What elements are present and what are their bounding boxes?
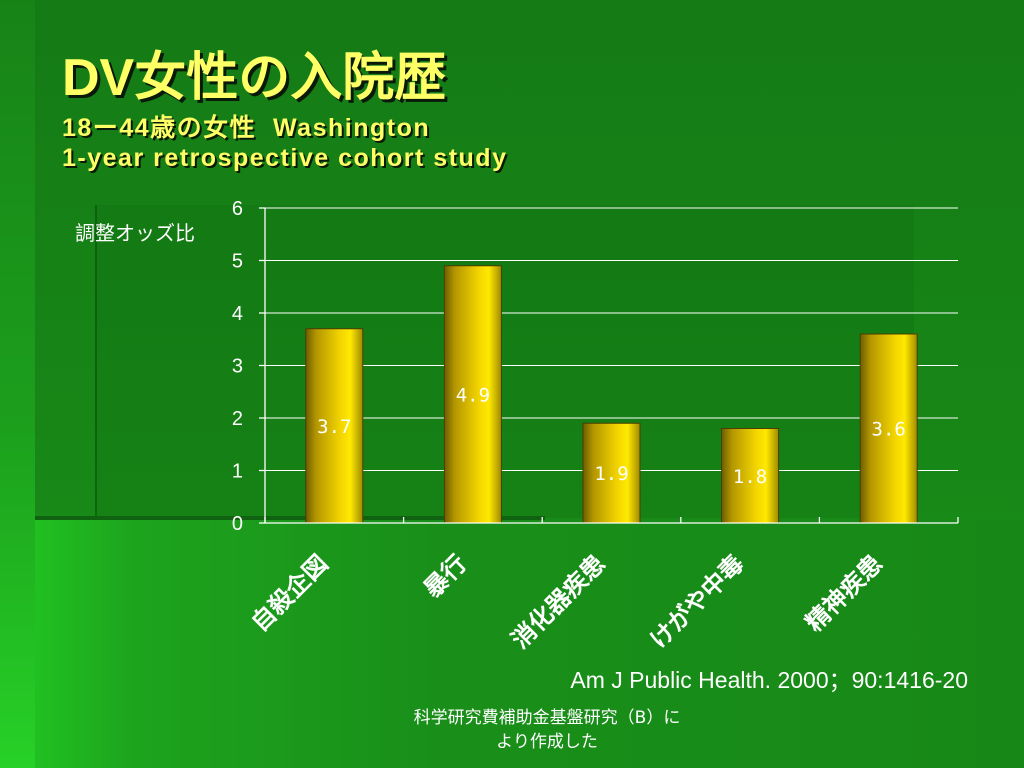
bar-5 — [859, 333, 918, 524]
bar-1 — [305, 328, 364, 524]
y-tick-label: 6 — [232, 198, 243, 220]
subtitle-line-2: 1-year retrospective cohort study — [62, 144, 508, 172]
data-label: 4.9 — [456, 384, 490, 406]
chart-labels: 0 1 2 3 4 5 6 3.7 自殺企図 4.9 暴行 1.9 消化器疾患 1.8 けがや中毒 3.6 精神… — [232, 198, 906, 654]
bars — [305, 265, 918, 524]
x-category-label: 精神疾患 — [800, 549, 888, 637]
slide-title: DV女性の入院歴 — [62, 49, 447, 107]
background-rule — [35, 516, 545, 520]
y-tick-label: 1 — [232, 461, 243, 483]
data-label: 3.6 — [872, 419, 906, 441]
data-label: 1.8 — [733, 466, 767, 488]
footer-note: 科学研究費補助金基盤研究（B）に より作成した — [347, 706, 747, 754]
y-axis-title: 調整オッズ比 — [75, 221, 195, 245]
bar-2 — [443, 265, 502, 524]
y-tick-label: 4 — [232, 303, 243, 325]
background-accent-bottom — [35, 520, 1024, 768]
axes — [259, 207, 959, 524]
x-category-label: 暴行 — [418, 549, 472, 603]
bar-4 — [721, 428, 780, 524]
bar-3 — [582, 422, 641, 524]
y-tick-label: 2 — [232, 408, 243, 430]
x-category-label: けがや中毒 — [645, 549, 750, 654]
x-category-label: 自殺企図 — [246, 549, 334, 637]
citation: Am J Public Health. 2000；90:1416-20 — [570, 667, 968, 693]
subtitle-line-1: 18ー44歳の女性 Washington — [62, 114, 431, 142]
background-accent-left — [0, 0, 35, 768]
footer-line-2: より作成した — [496, 732, 598, 752]
footer-line-1: 科学研究費補助金基盤研究（B）に — [413, 708, 681, 728]
y-tick-label: 0 — [232, 513, 243, 535]
y-tick-label: 5 — [232, 251, 243, 273]
data-label: 3.7 — [317, 416, 351, 438]
data-label: 1.9 — [594, 463, 628, 485]
x-category-label: 消化器疾患 — [506, 549, 611, 654]
y-tick-label: 3 — [232, 356, 243, 378]
